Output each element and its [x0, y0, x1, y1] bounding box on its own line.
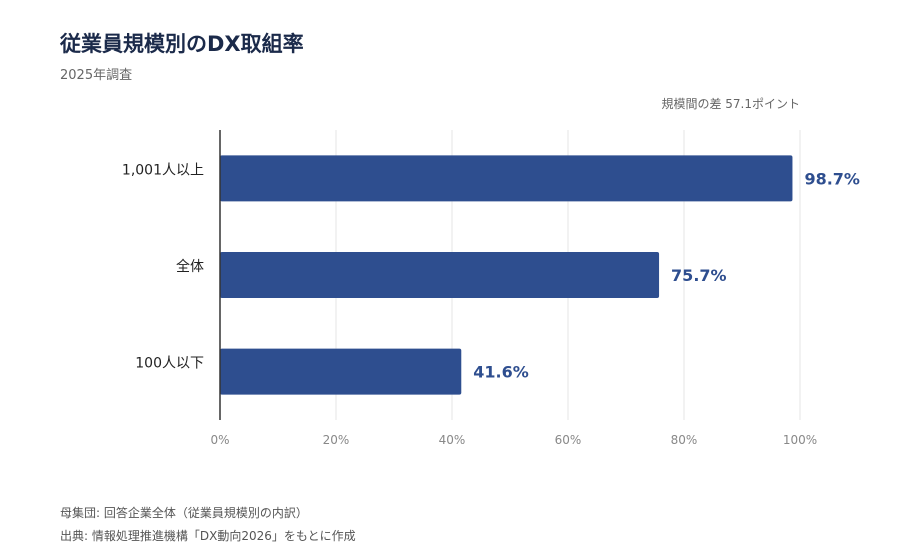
bar — [220, 348, 462, 395]
value-label: 75.7% — [671, 266, 727, 285]
bar — [220, 155, 793, 202]
x-tick-label: 0% — [210, 433, 229, 447]
category-label: 1,001人以上 — [122, 162, 204, 178]
x-tick-label: 20% — [323, 433, 350, 447]
population-note: 母集団: 回答企業全体（従業員規模別の内訳） — [60, 506, 308, 520]
bars — [220, 155, 793, 395]
x-tick-label: 80% — [671, 433, 698, 447]
bar-chart: 0% 20% 40% 60% 80% 100% 1,001人以上 98.7% 全体 75.7% 10… — [122, 130, 860, 447]
value-label: 41.6% — [473, 363, 529, 382]
labels: 0% 20% 40% 60% 80% 100% 1,001人以上 98.7% 全体 75.7% 10… — [122, 162, 860, 447]
chart-subtitle: 2025年調査 — [60, 68, 133, 83]
category-label: 全体 — [176, 258, 204, 275]
category-label: 100人以下 — [135, 356, 204, 372]
x-tick-label: 40% — [439, 433, 466, 447]
bar — [220, 252, 660, 298]
value-label: 98.7% — [804, 169, 860, 188]
x-tick-label: 100% — [783, 433, 817, 447]
x-tick-label: 60% — [555, 433, 582, 447]
source-note: 出典: 情報処理推進機構「DX動向2026」をもとに作成 — [60, 529, 356, 543]
chart-title: 従業員規模別のDX取組率 — [60, 32, 304, 56]
difference-annotation: 規模間の差 57.1ポイント — [661, 97, 800, 111]
